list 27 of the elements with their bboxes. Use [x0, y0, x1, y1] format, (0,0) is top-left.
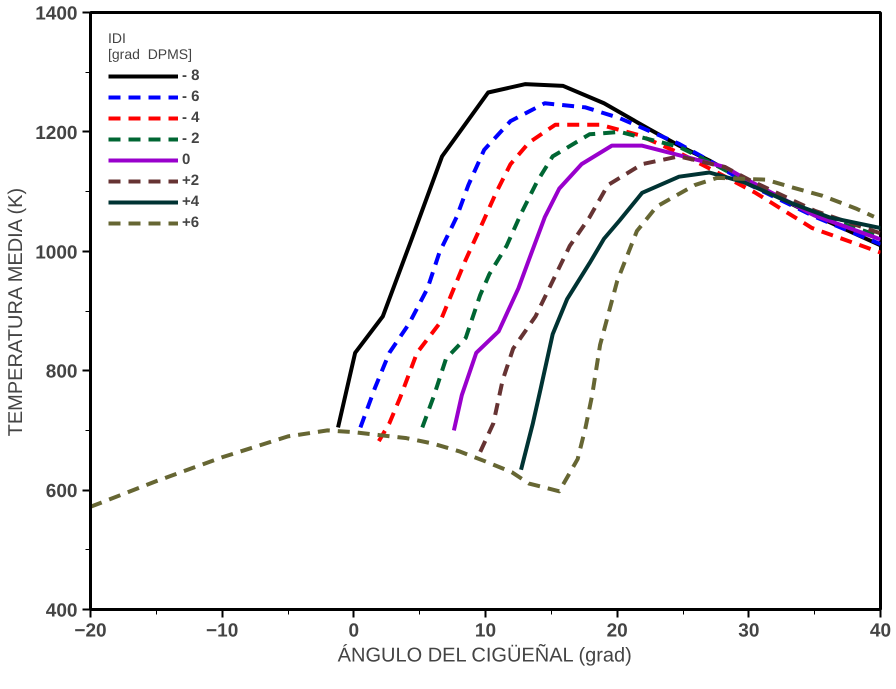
- x-tick-label: 20: [606, 620, 628, 642]
- x-tick-label: 10: [474, 620, 496, 642]
- y-tick-label: 1200: [35, 122, 78, 144]
- y-tick-label: 600: [46, 481, 78, 502]
- x-tick-label: −10: [206, 620, 238, 642]
- y-tick-label: 800: [46, 362, 78, 383]
- line-series: [478, 154, 880, 454]
- legend-label: - 8: [182, 67, 201, 84]
- legend-label: +2: [182, 172, 200, 189]
- legend-label: - 4: [182, 109, 201, 126]
- y-tick-label: 1000: [35, 242, 78, 264]
- legend-title: IDI [grad DPMS]: [108, 30, 194, 62]
- x-axis-title: ÁNGULO DEL CIGÜEÑAL (grad): [338, 644, 632, 666]
- y-axis-title: TEMPERATURA MEDIA (K): [5, 188, 28, 436]
- x-tick-label: 30: [738, 620, 760, 642]
- x-tick-label: −20: [74, 620, 107, 642]
- y-tick-label: 400: [46, 600, 78, 622]
- line-series: [90, 176, 876, 509]
- legend-label: - 2: [182, 130, 201, 147]
- legend-label: - 6: [182, 88, 201, 105]
- legend-label: +4: [182, 193, 200, 210]
- x-tick-label: 0: [348, 620, 360, 642]
- x-tick-label: 40: [870, 620, 892, 642]
- legend-label: +6: [182, 214, 200, 231]
- y-tick-label: 1400: [35, 4, 78, 24]
- legend-label: 0: [182, 151, 192, 168]
- line-series: [519, 170, 880, 472]
